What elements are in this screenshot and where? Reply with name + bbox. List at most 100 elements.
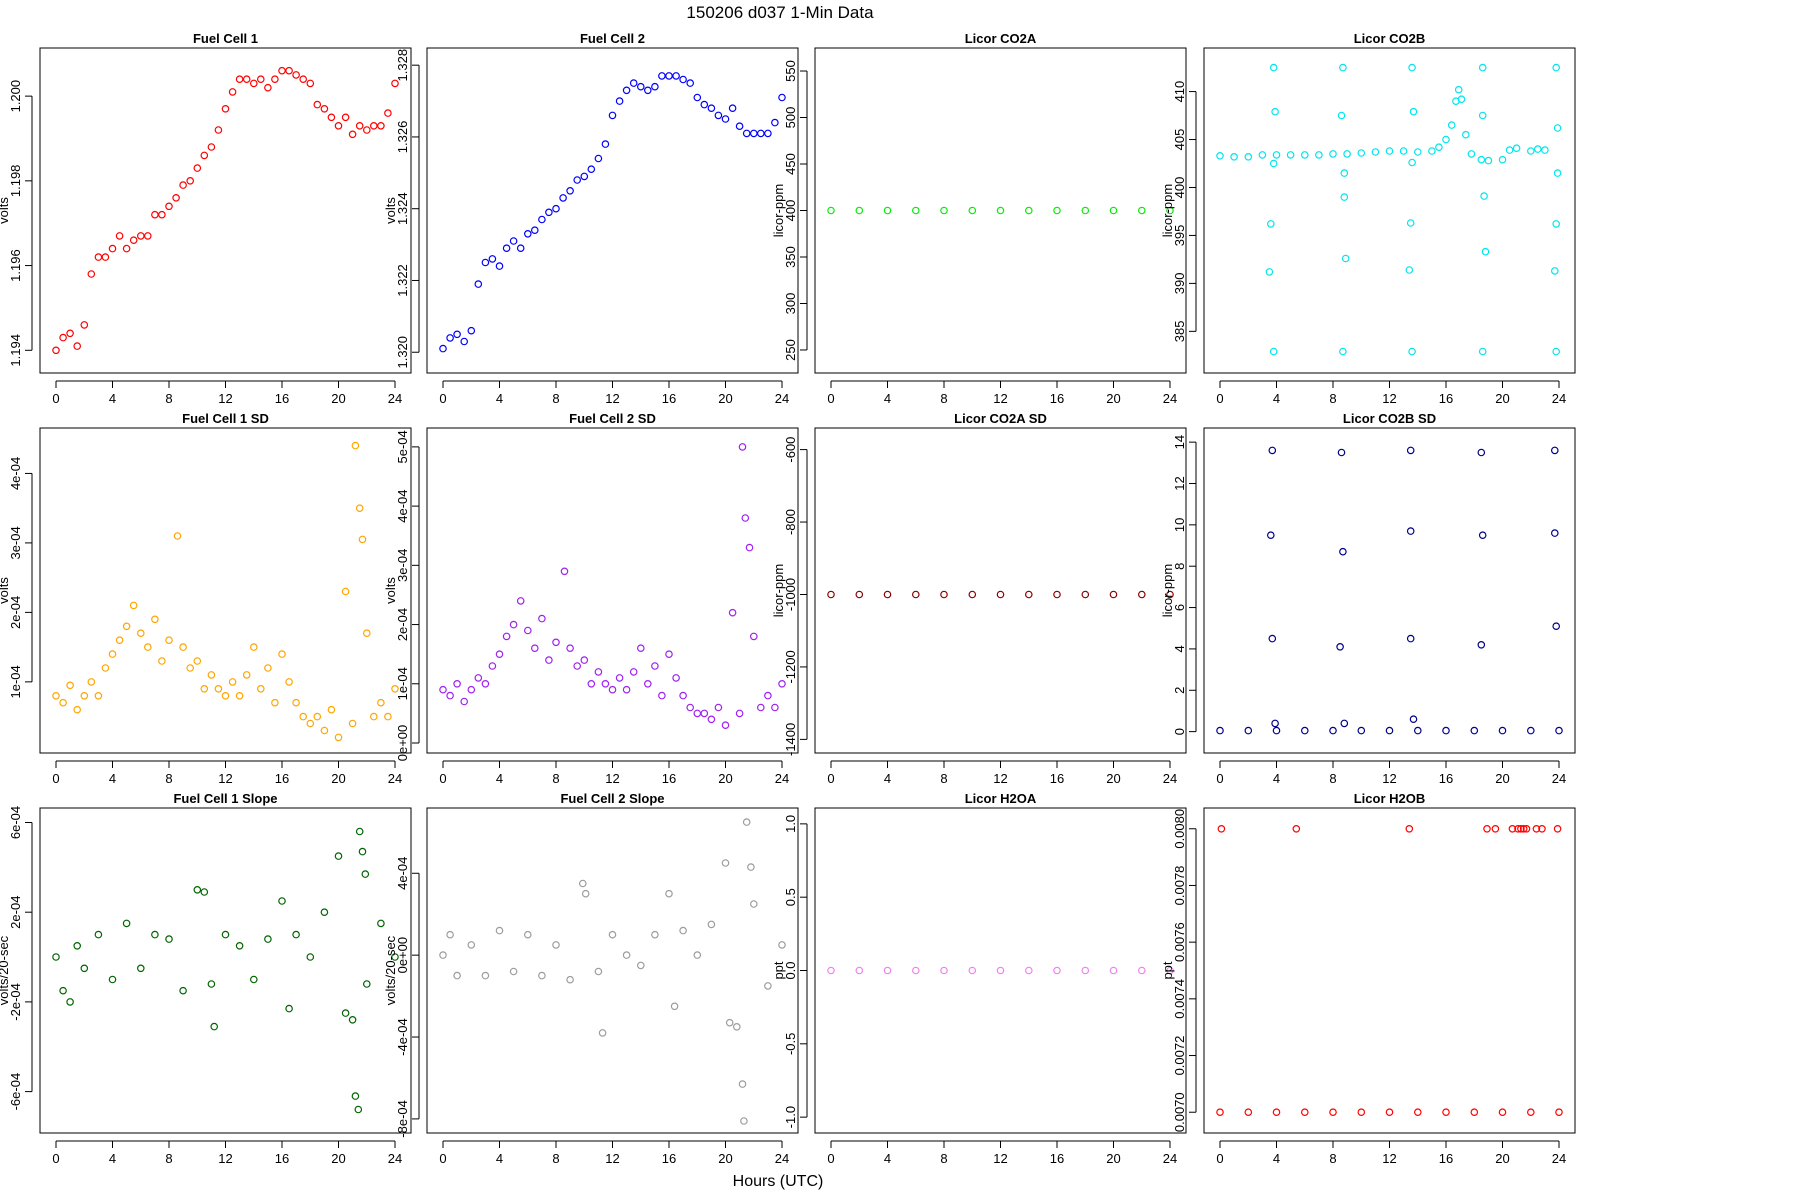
y-tick-label: 2 [1172, 687, 1187, 694]
data-point [334, 122, 343, 130]
data-series [52, 66, 399, 355]
data-point [355, 122, 364, 130]
data-point [264, 83, 272, 92]
data-point [481, 971, 490, 980]
data-point [1339, 547, 1347, 556]
data-point [747, 863, 755, 871]
data-point [725, 1018, 734, 1027]
data-point [643, 679, 652, 688]
y-tick-label: 14 [1172, 435, 1187, 449]
data-point [377, 698, 385, 707]
data-point [1454, 85, 1463, 94]
panel-title: Licor H2OA [965, 791, 1037, 806]
data-point [354, 1105, 363, 1114]
data-point [1371, 148, 1380, 156]
data-point [1217, 824, 1226, 833]
y-tick-label: 1.0 [783, 815, 798, 833]
data-point [193, 885, 202, 894]
data-point [313, 100, 322, 109]
data-point [207, 671, 216, 679]
data-point [351, 1092, 360, 1100]
data-point [735, 122, 744, 131]
x-tick-label: 16 [1050, 391, 1064, 406]
data-point [1081, 590, 1090, 599]
y-tick-label: 2e-04 [395, 608, 410, 641]
data-point [827, 206, 835, 215]
data-point [1442, 1108, 1450, 1117]
x-tick-label: 20 [718, 1151, 732, 1166]
data-point [1385, 147, 1394, 155]
data-point [278, 897, 286, 905]
data-point [1025, 590, 1033, 599]
data-point [1385, 726, 1394, 735]
data-point [1265, 268, 1274, 276]
data-point [608, 111, 617, 120]
y-tick-label: 1.198 [8, 165, 23, 198]
data-point [73, 705, 82, 714]
x-tick-label: 24 [1552, 771, 1566, 786]
data-point [115, 232, 124, 240]
data-point [453, 971, 461, 980]
data-point [1340, 169, 1349, 177]
y-tick-label: 1.320 [395, 336, 410, 369]
data-point [186, 177, 195, 185]
data-point [1442, 726, 1450, 735]
data-point [566, 644, 574, 653]
y-axis: -6e-04 -2e-04 2e-04 6e-04 [8, 806, 33, 1110]
x-tick-label: 12 [1382, 1151, 1396, 1166]
data-point [883, 966, 892, 975]
x-tick-label: 12 [1382, 771, 1396, 786]
data-point [129, 601, 138, 610]
data-point [481, 679, 490, 688]
data-point [516, 244, 525, 253]
data-point [608, 685, 617, 694]
x-tick-label: 12 [993, 391, 1007, 406]
x-tick-label: 8 [552, 771, 559, 786]
data-point [59, 986, 67, 995]
data-point [1553, 169, 1562, 177]
data-point [996, 966, 1005, 975]
data-point [1399, 147, 1408, 155]
data-point [1555, 1108, 1563, 1117]
x-tick-label: 24 [1552, 1151, 1566, 1166]
panel-title: Licor CO2A [965, 31, 1037, 46]
data-point [481, 258, 490, 267]
data-series [827, 966, 1174, 975]
panel-title: Fuel Cell 2 SD [569, 411, 656, 426]
data-point [306, 953, 315, 961]
x-axis: 0 4 8 12 16 20 24 [1216, 1140, 1566, 1166]
data-point [200, 888, 209, 896]
panel-10: Licor H2OA 0 4 8 12 16 20 24 -1.0 -0.5 0.0 0.5 1.0 pp… [771, 791, 1187, 1166]
data-point [552, 638, 560, 647]
data-point [495, 926, 504, 935]
data-point [362, 980, 371, 988]
data-point [968, 206, 977, 215]
data-point [738, 443, 747, 451]
data-point [1517, 824, 1525, 833]
data-point [278, 650, 286, 658]
data-point [52, 691, 60, 700]
x-tick-label: 24 [775, 391, 789, 406]
data-point [545, 656, 553, 664]
data-point [749, 632, 758, 641]
data-point [306, 719, 315, 728]
data-series [1216, 446, 1563, 735]
plot-frame [39, 47, 412, 374]
y-tick-label: 2e-04 [8, 596, 23, 629]
data-point [538, 614, 546, 623]
data-point [358, 847, 367, 856]
x-tick-label: 24 [1163, 771, 1177, 786]
data-point [636, 644, 645, 653]
data-point [1552, 622, 1561, 631]
y-tick-label: 390 [1172, 273, 1187, 295]
data-point [749, 900, 758, 908]
data-point [94, 691, 103, 700]
data-point [179, 181, 187, 189]
panel-4: Fuel Cell 1 SD 0 4 8 12 16 20 24 1e-04 2e-04 3e-04… [0, 411, 412, 786]
data-point [460, 337, 469, 346]
data-point [1406, 219, 1415, 227]
data-point [1408, 158, 1416, 167]
plot-frame [1203, 427, 1576, 754]
data-point [1269, 347, 1278, 356]
data-point [1406, 527, 1415, 535]
